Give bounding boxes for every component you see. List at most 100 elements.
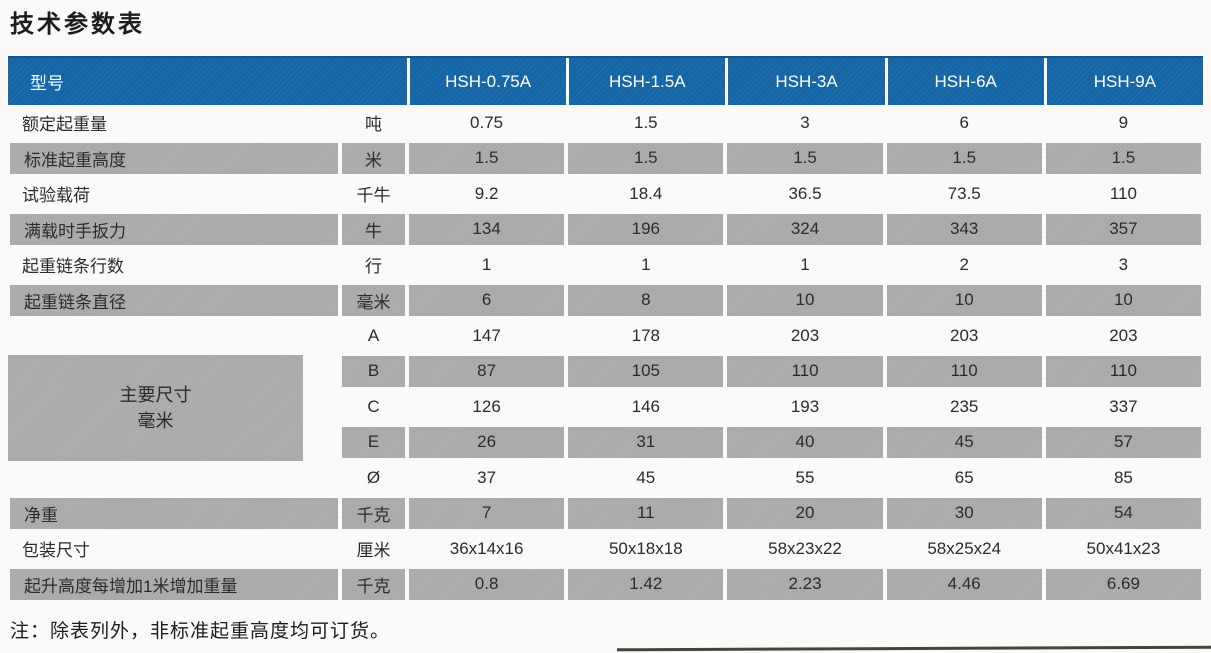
cell-value: 4.46 [884, 566, 1044, 602]
cell-value: 54 [1043, 495, 1204, 531]
row-unit: 千克 [340, 495, 407, 531]
row-label: 起重链条行数 [22, 257, 124, 277]
page-edge-line [616, 645, 1211, 652]
cell-value: 126 [472, 396, 501, 416]
row-label [8, 460, 340, 496]
row-label [8, 318, 340, 354]
cell-value: 9 [1118, 112, 1129, 132]
table-header-row: 型号 HSH-0.75A HSH-1.5A HSH-3A HSH-6A HSH-… [8, 56, 1203, 105]
cell-value: 147 [472, 325, 501, 345]
row-unit: 牛 [340, 211, 407, 247]
cell-value: 31 [566, 424, 726, 460]
cell-value: 203 [950, 325, 979, 345]
cell-value: 110 [1109, 183, 1137, 203]
table-row: E 26 31 40 45 57 [8, 424, 1204, 460]
cell-value: 87 [407, 353, 567, 389]
cell-value: 10 [884, 282, 1044, 318]
cell-value: 10 [1043, 282, 1204, 318]
table-body: 额定起重量吨 0.75 1.5 3 6 9 标准起重高度米 1.5 1.5 1.5 1.5 1.5 试验… [8, 105, 1204, 602]
row-unit: 吨 [365, 115, 382, 135]
cell-value: 65 [954, 467, 974, 487]
row-label: 包装尺寸 [22, 541, 90, 561]
cell-value: 1 [800, 254, 810, 274]
row-unit: E [340, 424, 407, 460]
model-header: HSH-9A [1043, 58, 1203, 105]
row-unit: B [340, 353, 407, 389]
row-unit: 米 [340, 140, 407, 176]
cell-value: 0.8 [407, 566, 567, 602]
model-header: HSH-1.5A [566, 58, 725, 105]
table-row: 标准起重高度米 1.5 1.5 1.5 1.5 1.5 [8, 140, 1204, 176]
table-row: 起重链条直径 毫米 6 8 10 10 10 [8, 282, 1204, 318]
model-header: HSH-0.75A [407, 58, 566, 105]
main-dimensions-merged-cell: 主要尺寸 毫米 [8, 354, 303, 461]
cell-value: 11 [566, 495, 726, 531]
cell-value: 2 [959, 254, 969, 274]
cell-value: 337 [1109, 396, 1138, 416]
cell-value: 324 [725, 211, 885, 247]
row-unit: 千克 [340, 566, 407, 602]
cell-value: 193 [790, 396, 820, 416]
table-row: 净重 千克 7 11 20 30 54 [8, 495, 1204, 531]
table-row: A 147 178 203 203 203 [8, 318, 1203, 354]
cell-value: 20 [725, 495, 885, 531]
cell-value: 18.4 [629, 183, 663, 203]
model-header: HSH-3A [725, 58, 884, 105]
cell-value: 1.5 [633, 112, 658, 132]
row-unit: Ø [366, 467, 381, 487]
cell-value: 1.5 [884, 140, 1044, 176]
table-row: C 126 146 193 235 337 [8, 389, 1203, 425]
cell-value: 26 [407, 424, 567, 460]
cell-value: 36.5 [788, 183, 822, 203]
cell-value: 203 [790, 325, 820, 345]
table-row: 额定起重量 吨 0.75 1.5 3 6 9 [8, 105, 1203, 141]
cell-value: 37 [477, 467, 497, 487]
cell-value: 0.75 [470, 112, 504, 132]
cell-value: 36x14x16 [449, 538, 524, 558]
page-title: 技术参数表 [10, 11, 145, 38]
cell-value: 8 [566, 282, 726, 318]
cell-value: 146 [631, 396, 660, 416]
cell-value: 50x18x18 [608, 538, 683, 558]
cell-value: 3 [1118, 254, 1129, 274]
cell-value: 6 [407, 282, 567, 318]
cell-value: 58x25x24 [927, 538, 1002, 558]
cell-value: 57 [1043, 424, 1204, 460]
cell-value: 10 [725, 282, 885, 318]
cell-value: 1.5 [407, 140, 567, 176]
table-row: 起重链条行数 行 1 1 1 2 3 [8, 247, 1203, 283]
row-unit: 毫米 [340, 282, 407, 318]
row-label: 满载时手扳力 [8, 211, 340, 247]
model-header: HSH-6A [884, 58, 1044, 105]
row-label: 净重 [8, 495, 340, 531]
cell-value: 235 [950, 396, 979, 416]
cell-value: 6 [959, 112, 969, 132]
cell-value: 7 [407, 495, 567, 531]
cell-value: 73.5 [947, 183, 981, 203]
table-row: 包装尺寸 厘米 36x14x16 50x18x18 58x23x22 58x25x24 50… [8, 531, 1203, 567]
row-label: 额定起重量 [22, 115, 107, 135]
cell-value: 110 [725, 353, 885, 389]
cell-value: 1.42 [566, 566, 726, 602]
cell-value: 134 [407, 211, 567, 247]
cell-value: 1.5 [725, 140, 885, 176]
cell-value: 50x41x23 [1086, 538, 1161, 558]
cell-value: 3 [800, 112, 810, 132]
cell-value: 110 [884, 353, 1044, 389]
cell-value: 203 [1109, 325, 1138, 345]
table-row: 满载时手扳力牛 134 196 324 343 357 [8, 211, 1204, 247]
row-label: 起升高度每增加1米增加重量 [8, 566, 340, 602]
cell-value: 6.69 [1043, 566, 1204, 602]
row-unit: C [367, 396, 380, 416]
cell-value: 105 [566, 353, 726, 389]
cell-value: 9.2 [474, 183, 499, 203]
row-label: 标准起重高度 [8, 140, 340, 176]
table-row: Ø 37 45 55 65 85 [8, 460, 1203, 496]
row-unit: 千牛 [356, 186, 391, 206]
table-row: 起升高度每增加1米增加重量 千克 0.8 1.42 2.23 4.46 6.69 [8, 566, 1204, 602]
cell-value: 55 [795, 467, 815, 487]
cell-value: 1 [641, 254, 651, 274]
cell-value: 196 [566, 211, 726, 247]
cell-value: 1.5 [1043, 140, 1204, 176]
